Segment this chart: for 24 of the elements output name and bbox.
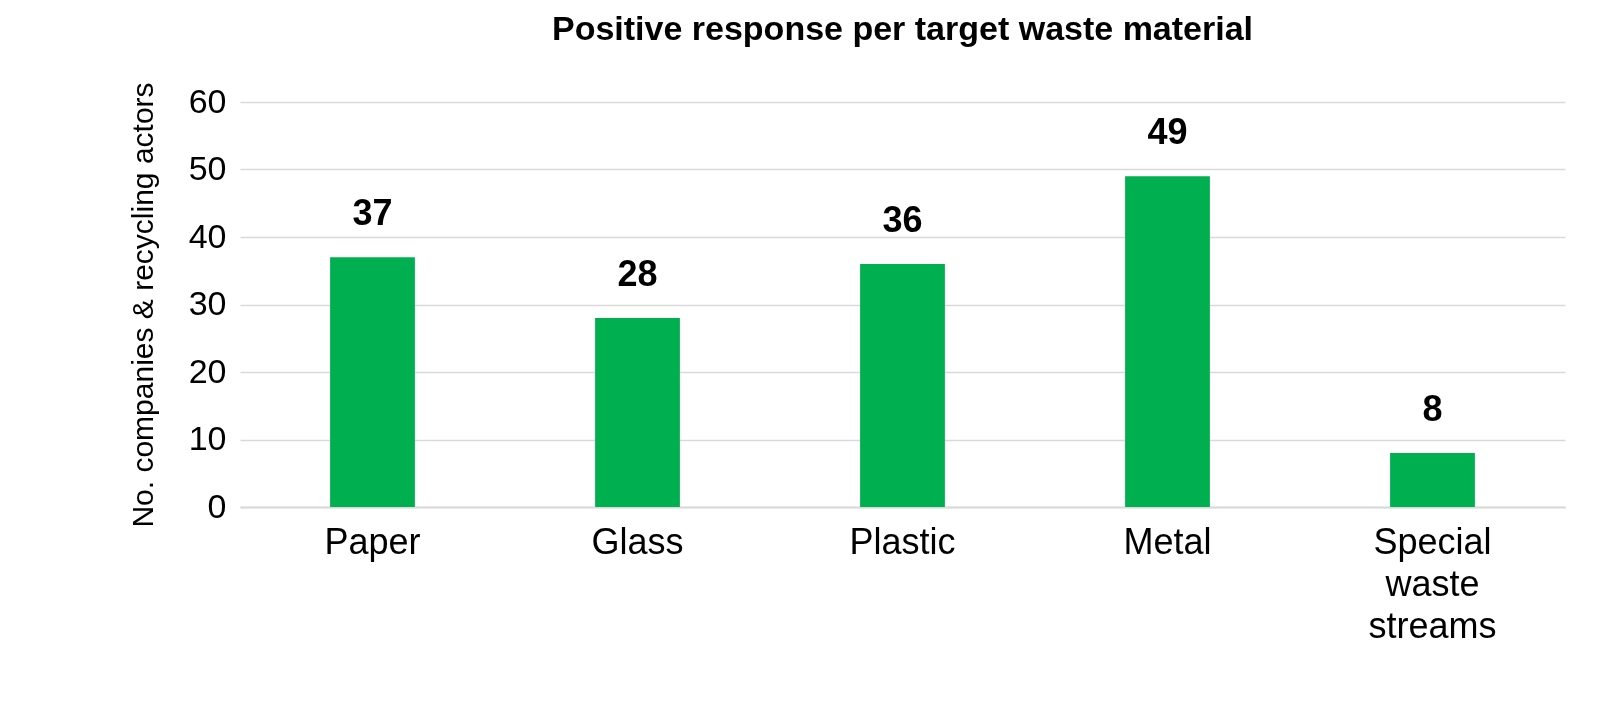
bar <box>1125 176 1210 507</box>
y-tick-label: 0 <box>207 486 227 525</box>
bar <box>860 264 945 507</box>
y-tick-label: 20 <box>188 351 227 390</box>
x-tick-label: Glass <box>591 520 684 562</box>
data-label: 8 <box>1422 388 1443 429</box>
data-label: 37 <box>352 192 393 234</box>
bar <box>330 257 415 507</box>
y-axis-title: No. companies & recycling actors <box>125 82 159 528</box>
y-tick-label: 10 <box>188 419 227 457</box>
data-label: 36 <box>882 199 923 240</box>
x-tick-label: Paper <box>324 520 421 562</box>
y-tick-label: 40 <box>188 216 227 255</box>
x-tick-label: Plastic <box>849 520 956 562</box>
y-tick-label: 30 <box>188 284 227 322</box>
x-tick-label: Special waste streams <box>1368 520 1497 646</box>
data-label: 49 <box>1147 111 1188 153</box>
bar <box>1390 453 1475 507</box>
y-tick-label: 60 <box>188 81 227 120</box>
bar <box>595 318 680 507</box>
x-tick-label: Metal <box>1123 520 1212 562</box>
data-label: 28 <box>617 253 658 294</box>
chart-title: Positive response per target waste material <box>551 8 1254 47</box>
y-tick-label: 50 <box>188 149 227 187</box>
